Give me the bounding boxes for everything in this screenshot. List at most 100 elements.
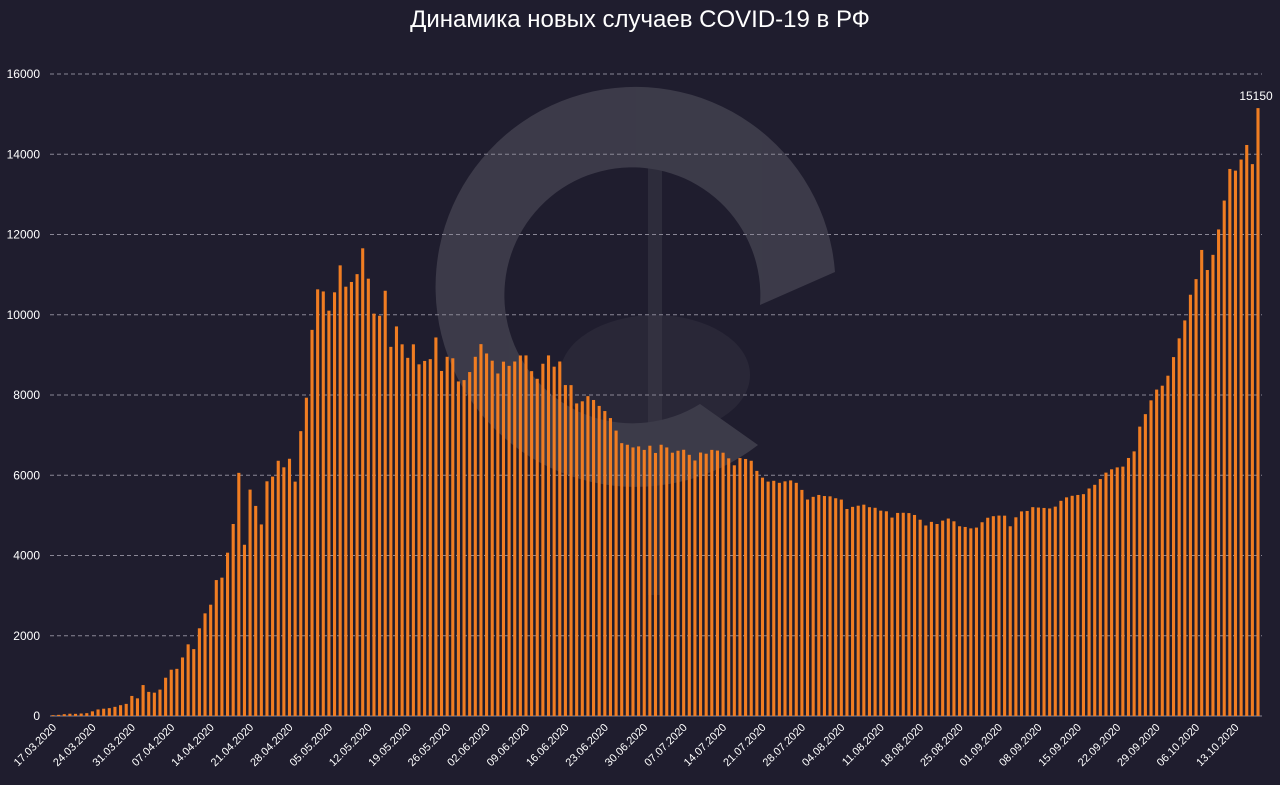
bar	[856, 505, 860, 716]
bar	[1014, 517, 1018, 716]
bar	[1171, 357, 1176, 716]
bar	[265, 481, 269, 716]
bar	[383, 290, 387, 716]
bar	[963, 526, 967, 716]
bar	[603, 411, 607, 716]
bar	[935, 524, 939, 716]
bar	[811, 496, 815, 716]
bar	[969, 528, 973, 716]
bar	[327, 310, 331, 716]
bar	[884, 511, 888, 716]
bar	[749, 460, 753, 716]
bar	[744, 458, 748, 716]
bar	[1183, 320, 1187, 716]
bar	[620, 443, 624, 716]
bar	[1036, 507, 1040, 716]
bar	[958, 526, 962, 716]
bar	[1019, 511, 1024, 716]
bar	[1143, 414, 1147, 716]
bar	[316, 289, 320, 716]
bar	[282, 467, 286, 716]
y-tick-label: 10000	[7, 308, 41, 322]
bar	[608, 418, 612, 716]
bar	[592, 399, 596, 716]
bar	[304, 397, 308, 716]
bar	[524, 355, 528, 716]
bar	[186, 644, 190, 716]
bar	[96, 709, 100, 716]
x-tick-label: 13.10.2020	[1194, 722, 1241, 769]
bar	[1121, 466, 1125, 716]
bar	[276, 460, 280, 716]
bar	[546, 355, 551, 716]
bar	[817, 494, 821, 716]
bar	[248, 489, 252, 716]
bar	[175, 668, 179, 716]
bar	[417, 364, 421, 716]
bar	[1110, 469, 1114, 716]
x-tick-label: 04.08.2020	[800, 722, 847, 769]
bar	[727, 458, 731, 716]
bar	[952, 521, 956, 716]
bar	[1042, 507, 1046, 716]
bar	[361, 248, 365, 717]
bar	[332, 292, 337, 716]
bar	[1003, 515, 1007, 716]
bar	[394, 326, 399, 716]
bar	[1149, 400, 1153, 716]
y-tick-label: 0	[33, 709, 40, 723]
bar	[287, 458, 292, 716]
bar	[473, 356, 477, 716]
bar	[991, 516, 995, 716]
bar	[507, 365, 511, 716]
bar	[259, 524, 263, 716]
bar	[794, 482, 798, 716]
bar	[192, 649, 196, 716]
y-axis-ticks: 0 2000 4000 6000 8000 10000 12000 14000 16000	[7, 67, 41, 723]
bar	[57, 714, 61, 716]
bar	[1233, 170, 1238, 716]
bar	[428, 359, 432, 716]
bar	[468, 372, 472, 716]
bar	[73, 713, 78, 716]
last-value-label: 15150	[1239, 89, 1273, 103]
bar	[535, 378, 539, 716]
annotation-layer: 15150	[1239, 89, 1273, 103]
bar	[321, 291, 325, 716]
bar	[614, 430, 618, 716]
bar	[834, 498, 838, 716]
bar	[783, 481, 787, 716]
bar	[800, 489, 804, 716]
bar	[180, 657, 185, 716]
bar	[1065, 497, 1069, 716]
bar	[1031, 507, 1035, 716]
bar	[901, 512, 905, 716]
bar	[220, 577, 224, 716]
bar	[541, 363, 545, 716]
bar	[147, 691, 151, 716]
bar	[242, 544, 246, 716]
bar	[879, 510, 883, 716]
bar	[637, 446, 641, 716]
bar	[530, 371, 534, 716]
y-tick-label: 4000	[13, 549, 40, 563]
bar	[344, 286, 348, 716]
bar	[237, 472, 241, 716]
bar	[563, 385, 567, 716]
bar	[400, 344, 404, 716]
bar	[907, 513, 911, 716]
bar	[1053, 506, 1057, 716]
bar	[597, 405, 601, 716]
bar	[1245, 144, 1249, 717]
bar	[631, 447, 635, 716]
bar	[839, 499, 843, 716]
bar	[62, 714, 66, 716]
bar	[873, 507, 877, 716]
x-axis-ticks: 17.03.202024.03.202031.03.202007.04.2020…	[12, 722, 1242, 769]
bar	[693, 460, 697, 716]
y-tick-label: 6000	[13, 468, 40, 482]
bar	[518, 355, 522, 716]
bar	[789, 480, 793, 716]
bar	[411, 344, 415, 716]
